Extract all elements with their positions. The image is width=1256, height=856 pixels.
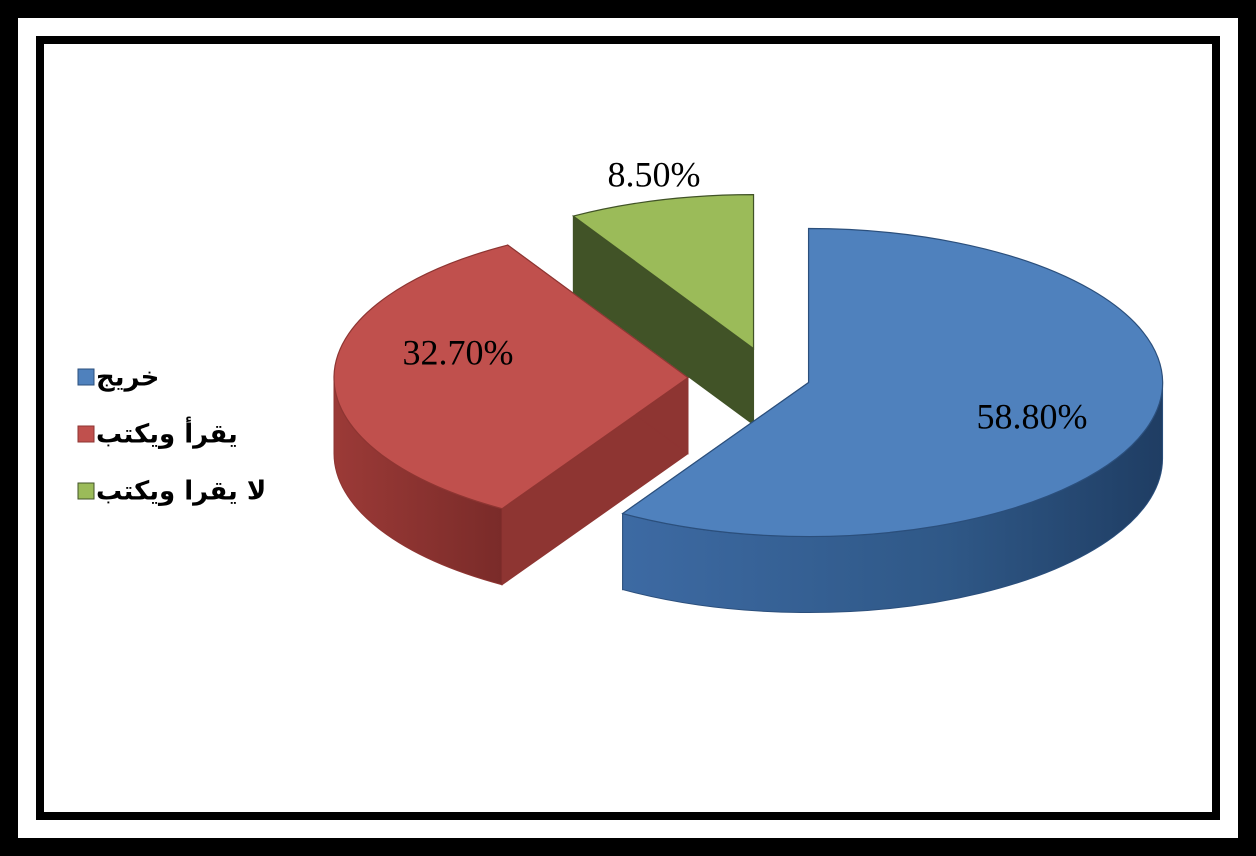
legend-label: خريج [96, 363, 159, 393]
pie-slice-reads-writes [333, 244, 690, 586]
legend-label: لا يقرا ويكتب [96, 477, 266, 507]
data-label-illiterate: 8.50% [608, 154, 701, 194]
legend-swatch [77, 482, 95, 500]
legend-item-illiterate: لا يقرا ويكتب [77, 477, 266, 507]
pie-slice-illiterate [571, 194, 755, 426]
legend-item-graduate: خريج [77, 363, 159, 393]
data-label-reads-writes: 32.70% [403, 332, 514, 372]
legend-swatch [77, 368, 95, 386]
legend-label: يقرأ ويكتب [96, 417, 238, 450]
data-label-graduate: 58.80% [977, 396, 1088, 436]
legend-item-reads-writes: يقرأ ويكتب [77, 417, 238, 450]
pie-slice-graduate [621, 227, 1164, 613]
pie-slice-top-illiterate [571, 194, 755, 350]
legend-swatch [77, 425, 95, 443]
pie-slice-top-graduate [621, 227, 1164, 538]
pie-slice-top-reads-writes [333, 244, 690, 510]
